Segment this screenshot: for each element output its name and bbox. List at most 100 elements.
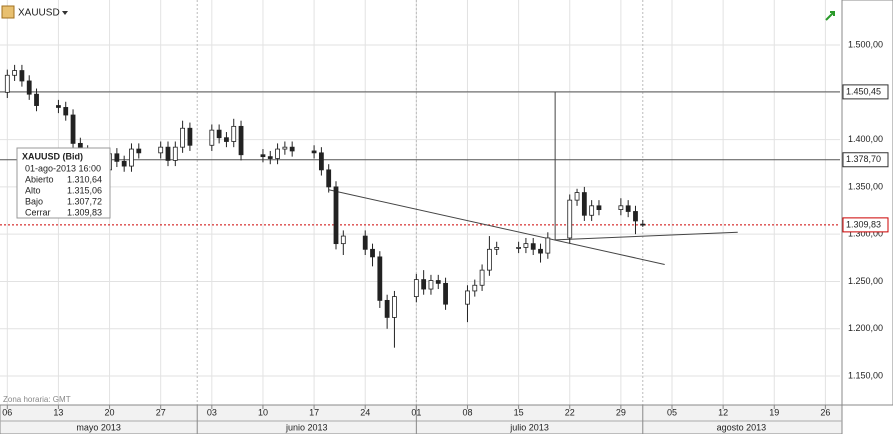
- trend-line: [328, 189, 665, 265]
- candle-body: [581, 192, 587, 216]
- candle-body: [326, 169, 332, 188]
- candle-body: [172, 146, 178, 161]
- candle-body: [545, 237, 551, 254]
- candle-body: [377, 256, 383, 301]
- grid: [0, 0, 840, 405]
- month-label: agosto 2013: [717, 422, 767, 432]
- level-tag: [842, 152, 889, 168]
- level-label: 1.450,45: [846, 86, 881, 96]
- tooltip-row-value: 1.307,72: [67, 196, 102, 206]
- candle-body: [180, 127, 186, 148]
- candle-body: [428, 280, 434, 290]
- y-tick-label: 1.250,00: [848, 276, 883, 286]
- tooltip-row-value: 1.309,83: [67, 207, 102, 217]
- tooltip-title: XAUUSD (Bid): [22, 151, 83, 161]
- candle-body: [121, 160, 127, 167]
- tooltip-row-name: Bajo: [25, 196, 43, 206]
- candle-body: [63, 107, 69, 116]
- candle-body: [413, 279, 419, 298]
- candle-body: [260, 154, 266, 158]
- candle-body: [136, 148, 142, 154]
- candle-body: [567, 199, 573, 239]
- x-tick-label: 20: [105, 407, 115, 417]
- plot: [0, 64, 840, 348]
- month-label: junio 2013: [285, 422, 328, 432]
- candle-body: [34, 93, 39, 106]
- candle-body: [238, 125, 244, 156]
- candle-body: [596, 205, 602, 210]
- candle-body: [516, 247, 522, 249]
- x-tick-label: 27: [156, 407, 166, 417]
- candle-body: [421, 279, 427, 290]
- candle-body: [267, 156, 273, 159]
- candle-body: [384, 299, 390, 318]
- candle-body: [333, 186, 339, 245]
- month-label: mayo 2013: [76, 422, 121, 432]
- candle-body: [640, 223, 646, 226]
- candle-body: [618, 205, 624, 210]
- candle-body: [4, 74, 10, 93]
- candle-body: [26, 80, 32, 95]
- candle-body: [538, 248, 543, 254]
- candle-body: [114, 153, 120, 162]
- candle-body: [275, 148, 280, 159]
- candle-body: [187, 127, 193, 146]
- x-tick-label: 12: [718, 407, 728, 417]
- tooltip-row-name: Cerrar: [25, 207, 51, 217]
- candle-body: [12, 70, 18, 76]
- month-label: julio 2013: [509, 422, 549, 432]
- candle-body: [340, 235, 346, 245]
- candle-body: [19, 70, 25, 82]
- candle-body: [70, 114, 76, 144]
- candle-body: [472, 284, 478, 292]
- candle-body: [574, 192, 580, 201]
- symbol[interactable]: XAUUSD: [18, 8, 60, 19]
- candle-body: [443, 282, 448, 305]
- level-label: 1.378,70: [846, 154, 881, 164]
- x-tick-label: 22: [565, 407, 575, 417]
- candle-body: [435, 280, 441, 284]
- x-tick-label: 08: [462, 407, 472, 417]
- tooltip-time: 01-ago-2013 16:00: [25, 163, 101, 173]
- candle-body: [362, 235, 368, 250]
- tooltip-row-name: Alto: [25, 185, 41, 195]
- level-tag: [842, 84, 889, 100]
- candle-body: [224, 137, 229, 142]
- tooltip-box: [16, 147, 111, 219]
- candle-body: [289, 146, 295, 152]
- y-tick-label: 1.300,00: [848, 229, 883, 239]
- y-axis-panel: [841, 0, 893, 406]
- tooltip-rows: Abierto 1.310,64 Alto 1.315,06 Bajo 1.307,72 C…: [25, 174, 102, 217]
- candle-body: [158, 146, 164, 154]
- dropdown-arrow[interactable]: [62, 11, 68, 15]
- x-tick-label: 15: [514, 407, 524, 417]
- x-tick-label: 26: [820, 407, 830, 417]
- candle-body: [530, 243, 536, 250]
- candle-body: [494, 247, 500, 250]
- y-tick-label: 1.200,00: [848, 323, 883, 333]
- x-tick-label: 03: [207, 407, 217, 417]
- trend-icon: [825, 11, 835, 21]
- candle-body: [129, 148, 134, 167]
- x-tick-label: 17: [309, 407, 319, 417]
- candle-body: [523, 243, 529, 248]
- candle-body: [589, 205, 595, 216]
- candle-body: [216, 129, 222, 139]
- x-tick-label: 10: [258, 407, 268, 417]
- candle-body: [625, 205, 631, 212]
- y-tick-label: 1.350,00: [848, 181, 883, 191]
- candle-body: [165, 146, 171, 161]
- candle-body: [318, 152, 324, 171]
- tooltip-row-name: Abierto: [25, 174, 54, 184]
- candle-body: [465, 290, 470, 305]
- y-tick-label: 1.500,00: [848, 39, 883, 49]
- last-price-label: 1.309,83: [846, 219, 881, 229]
- candle-body: [633, 211, 638, 222]
- candle-body: [282, 146, 288, 150]
- timezone: Zona horaria: GMT: [3, 395, 71, 404]
- candle-body: [56, 105, 61, 108]
- x-tick-label: 24: [360, 407, 370, 417]
